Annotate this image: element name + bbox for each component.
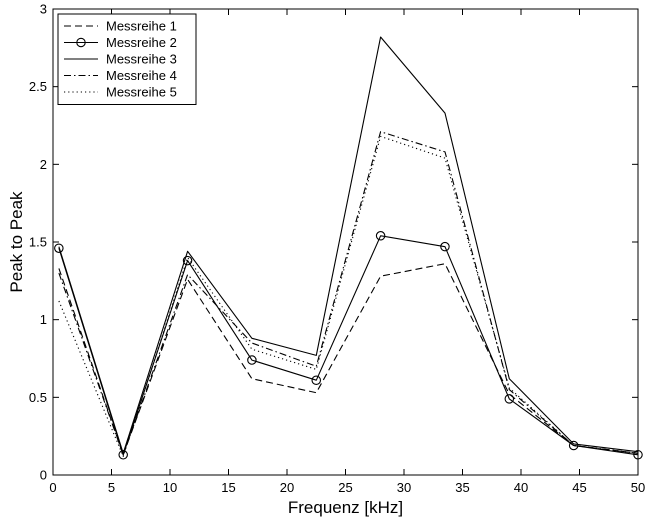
x-tick-label: 50: [631, 480, 645, 495]
legend-entry-1: Messreihe 1: [106, 19, 177, 34]
legend-entry-4: Messreihe 4: [106, 68, 177, 83]
axes: 0 5 10 15 20 25 30 35 40 45 50 0 0.5 1 1.5 2 2.5 3: [29, 2, 645, 496]
series-2-marker: [504, 394, 515, 404]
x-tick-label: 30: [397, 480, 411, 495]
x-tick-label: 15: [221, 480, 235, 495]
legend-entry-2: Messreihe 2: [106, 35, 177, 50]
x-tick-label: 45: [572, 480, 586, 495]
y-tick-label: 2.5: [29, 79, 47, 94]
series-2-marker: [54, 243, 64, 253]
y-tick-label: 0.5: [29, 390, 47, 405]
legend-entry-5: Messreihe 5: [106, 85, 177, 100]
x-axis-label: Frequenz [kHz]: [288, 498, 403, 517]
x-tick-label: 35: [455, 480, 469, 495]
legend-marker-2: [76, 37, 86, 48]
y-tick-label: 1: [40, 312, 47, 327]
series-2-marker: [311, 375, 321, 385]
x-tick-label: 10: [163, 480, 177, 495]
x-tick-label: 20: [280, 480, 294, 495]
series-2-marker: [118, 450, 128, 460]
series-line-1: [58, 263, 639, 456]
y-tick-label: 0: [40, 468, 47, 483]
series-2-marker: [440, 241, 450, 252]
series-2-marker: [182, 255, 193, 266]
legend-entry-3: Messreihe 3: [106, 52, 177, 67]
x-tick-label: 25: [338, 480, 352, 495]
y-axis-label: Peak to Peak: [7, 191, 26, 293]
series-2-marker: [375, 231, 386, 241]
series-line-2: [58, 235, 639, 456]
x-tick-label: 40: [514, 480, 528, 495]
x-tick-label: 0: [49, 480, 56, 495]
series-line-3: [58, 36, 639, 454]
y-tick-label: 3: [40, 2, 47, 17]
x-tick-label: 5: [108, 480, 115, 495]
y-tick-label: 2: [40, 157, 47, 172]
series-line-4: [58, 131, 639, 456]
series-layer: [54, 36, 643, 460]
series-2-marker: [247, 355, 257, 365]
y-tick-label: 1.5: [29, 235, 47, 250]
